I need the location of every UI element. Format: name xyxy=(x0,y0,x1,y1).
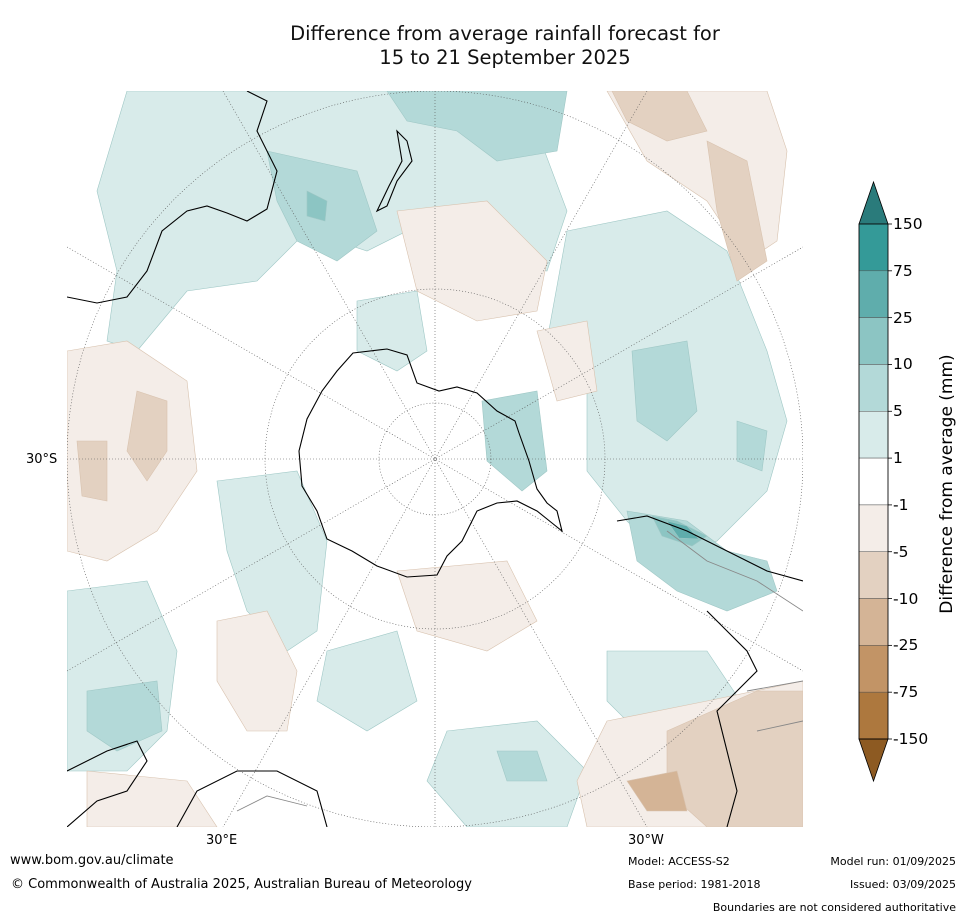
country-boundaries xyxy=(236,530,803,812)
issued-date: Issued: 03/09/2025 xyxy=(849,878,956,891)
colorbar-extend-bottom xyxy=(858,738,889,783)
coastlines xyxy=(67,91,803,827)
new-zealand-coast xyxy=(375,129,413,213)
colorbar-extend-top xyxy=(858,180,889,225)
rainfall-anomaly-map xyxy=(67,91,803,827)
lon-label-30w: 30°W xyxy=(628,833,664,848)
colorbar-band xyxy=(858,364,889,412)
antarctica-coast xyxy=(298,348,563,578)
australia-coast xyxy=(67,91,278,304)
colorbar-tick-label: 1 xyxy=(893,449,903,468)
south-america-coast xyxy=(616,515,803,827)
colorbar-title: Difference from average (mm) xyxy=(937,354,957,614)
colorbar-band xyxy=(858,598,889,646)
colorbar-band xyxy=(858,691,889,740)
africa-coast xyxy=(67,740,328,827)
colorbar-tick-label: -25 xyxy=(893,636,919,655)
title-line-2: 15 to 21 September 2025 xyxy=(379,46,631,69)
colorbar-tick-label: 75 xyxy=(893,261,913,280)
map-svg xyxy=(67,91,803,827)
colorbar-tick-label: -10 xyxy=(893,589,919,608)
colorbar-band xyxy=(858,317,889,365)
title-line-1: Difference from average rainfall forecas… xyxy=(290,22,720,45)
model-info: Model: ACCESS-S2 xyxy=(628,855,730,868)
copyright: © Commonwealth of Australia 2025, Austra… xyxy=(11,877,472,892)
colorbar-tick-label: 25 xyxy=(893,308,913,327)
model-run: Model run: 01/09/2025 xyxy=(830,855,956,868)
website-link[interactable]: www.bom.gov.au/climate xyxy=(10,853,174,868)
colorbar-tick-label: -150 xyxy=(893,730,929,748)
colorbar-tick-label: -5 xyxy=(893,542,909,561)
colorbar-outline xyxy=(858,223,889,740)
colorbar-band xyxy=(858,223,889,272)
disclaimer: Boundaries are not considered authoritat… xyxy=(712,901,956,914)
colorbar-band xyxy=(858,457,889,506)
colorbar-tick-label: 10 xyxy=(893,355,913,374)
colorbar-band xyxy=(858,270,889,318)
lon-label-30e: 30°E xyxy=(206,833,238,848)
colorbar-tick-label: 150 xyxy=(893,215,923,233)
colorbar-tick-label: 5 xyxy=(893,402,903,421)
wet-anomaly-regions xyxy=(67,91,788,827)
base-period: Base period: 1981-2018 xyxy=(628,878,761,891)
colorbar-band xyxy=(858,504,889,552)
colorbar-tick-label: -1 xyxy=(893,495,909,514)
colorbar-band xyxy=(858,411,889,459)
chart-title: Difference from average rainfall forecas… xyxy=(0,22,965,70)
colorbar-tick-label: -75 xyxy=(893,683,919,702)
colorbar-band xyxy=(858,551,889,599)
lat-label-30s: 30°S xyxy=(26,452,58,467)
graticule xyxy=(67,91,803,827)
colorbar-band xyxy=(858,645,889,693)
